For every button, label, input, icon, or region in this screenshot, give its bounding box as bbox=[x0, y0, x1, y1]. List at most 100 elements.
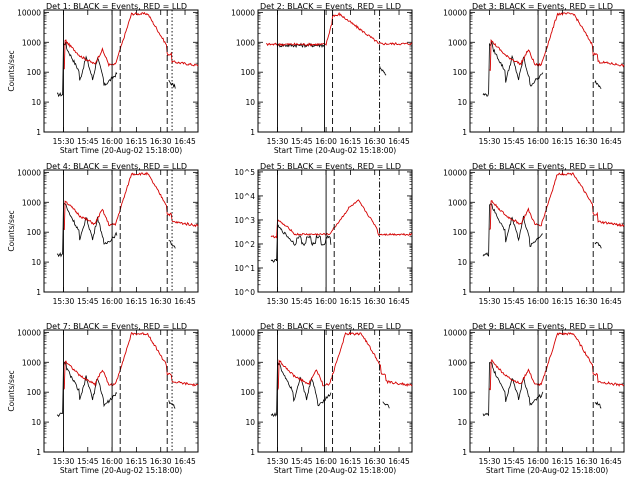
y-tick-label: 1000 bbox=[236, 358, 255, 367]
x-tick-label: 15:45 bbox=[503, 137, 525, 146]
y-tick-label: 1 bbox=[250, 128, 255, 137]
y-tick-label: 10000 bbox=[231, 328, 255, 337]
x-tick-label: 15:45 bbox=[291, 297, 313, 306]
detector-panel: Det 1: BLACK = Events, RED = LLD 1 10 100 10… bbox=[7, 2, 199, 155]
x-tick-label: 16:45 bbox=[600, 457, 622, 466]
series-lld-line bbox=[63, 171, 199, 231]
y-tick-label: 1 bbox=[462, 128, 467, 137]
x-tick-label: 16:00 bbox=[527, 137, 549, 146]
y-axis-label: Counts/sec bbox=[7, 370, 16, 411]
x-tick-label: 16:15 bbox=[552, 457, 574, 466]
detector-panel: Det 6: BLACK = Events, RED = LLD 1 10 100 10… bbox=[443, 162, 625, 306]
y-tick-label: 1 bbox=[250, 448, 255, 457]
y-tick-label: 1 bbox=[462, 288, 467, 297]
x-tick-label: 15:45 bbox=[291, 457, 313, 466]
y-tick-label: 10 bbox=[31, 418, 41, 427]
plot-frame bbox=[469, 9, 625, 133]
panel-title: Det 9: BLACK = Events, RED = LLD bbox=[472, 322, 613, 331]
x-tick-label: 15:30 bbox=[479, 457, 501, 466]
x-tick-label: 16:00 bbox=[101, 297, 123, 306]
x-tick-label: 16:45 bbox=[174, 137, 196, 146]
y-tick-label: 10^2 bbox=[234, 240, 255, 249]
x-tick-label: 15:30 bbox=[267, 137, 289, 146]
y-tick-label: 10 bbox=[31, 258, 41, 267]
panel-title: Det 8: BLACK = Events, RED = LLD bbox=[260, 322, 401, 331]
y-tick-label: 10 bbox=[457, 258, 467, 267]
y-tick-label: 10 bbox=[245, 418, 255, 427]
x-tick-label: 16:15 bbox=[126, 297, 148, 306]
x-tick-label: 16:45 bbox=[388, 297, 410, 306]
y-tick-label: 10000 bbox=[17, 168, 41, 177]
y-axis-label: Counts/sec bbox=[7, 210, 16, 251]
y-tick-label: 100 bbox=[453, 388, 468, 397]
detector-panel: Det 7: BLACK = Events, RED = LLD 1 10 100 10… bbox=[7, 322, 199, 475]
series-lld-line bbox=[277, 331, 413, 391]
series-lld-line bbox=[489, 171, 625, 230]
y-tick-label: 1000 bbox=[448, 38, 467, 47]
x-tick-label: 16:00 bbox=[527, 297, 549, 306]
x-axis-label: Start Time (20-Aug-02 15:18:00) bbox=[274, 146, 396, 155]
x-tick-label: 16:45 bbox=[600, 137, 622, 146]
x-tick-label: 16:00 bbox=[101, 137, 123, 146]
y-tick-label: 1 bbox=[462, 448, 467, 457]
detector-panel: Det 3: BLACK = Events, RED = LLD 1 10 100 10… bbox=[443, 2, 625, 146]
x-tick-label: 16:30 bbox=[150, 457, 172, 466]
x-tick-label: 16:30 bbox=[150, 297, 172, 306]
x-tick-label: 15:45 bbox=[503, 457, 525, 466]
x-tick-label: 15:45 bbox=[291, 137, 313, 146]
plot-frame bbox=[469, 169, 625, 293]
y-tick-label: 1 bbox=[36, 288, 41, 297]
plot-frame bbox=[257, 9, 413, 133]
y-tick-label: 1 bbox=[36, 448, 41, 457]
y-axis-label: Counts/sec bbox=[7, 50, 16, 91]
y-tick-label: 10 bbox=[31, 98, 41, 107]
y-tick-label: 10^1 bbox=[234, 264, 255, 273]
series-events-line bbox=[56, 203, 176, 258]
x-tick-label: 16:30 bbox=[364, 457, 386, 466]
x-tick-label: 16:15 bbox=[552, 137, 574, 146]
x-tick-label: 16:15 bbox=[340, 297, 362, 306]
plot-frame bbox=[43, 169, 199, 293]
panel-title: Det 1: BLACK = Events, RED = LLD bbox=[46, 2, 187, 11]
x-tick-label: 16:00 bbox=[315, 137, 337, 146]
x-tick-label: 15:30 bbox=[53, 137, 75, 146]
series-events-line bbox=[482, 40, 602, 97]
series-lld-line bbox=[63, 332, 198, 390]
x-axis-label: Start Time (20-Aug-02 15:18:00) bbox=[486, 466, 608, 475]
x-tick-label: 16:00 bbox=[315, 297, 337, 306]
plot-frame bbox=[257, 169, 413, 293]
y-tick-label: 1000 bbox=[22, 198, 41, 207]
x-tick-label: 16:15 bbox=[552, 297, 574, 306]
y-tick-label: 10 bbox=[457, 418, 467, 427]
y-tick-label: 1000 bbox=[448, 198, 467, 207]
series-events-line bbox=[277, 42, 387, 76]
panel-title: Det 2: BLACK = Events, RED = LLD bbox=[260, 2, 401, 11]
detector-panel: Det 8: BLACK = Events, RED = LLD 1 10 100 10… bbox=[231, 322, 413, 475]
x-tick-label: 15:30 bbox=[53, 297, 75, 306]
y-tick-label: 100 bbox=[453, 228, 468, 237]
x-tick-label: 16:45 bbox=[174, 457, 196, 466]
x-tick-label: 16:15 bbox=[126, 457, 148, 466]
x-tick-label: 15:30 bbox=[479, 137, 501, 146]
x-tick-label: 16:15 bbox=[126, 137, 148, 146]
series-events-line bbox=[56, 41, 176, 98]
y-tick-label: 1000 bbox=[236, 38, 255, 47]
y-tick-label: 100 bbox=[27, 68, 42, 77]
x-axis-label: Start Time (20-Aug-02 15:18:00) bbox=[60, 466, 182, 475]
detector-panel: Det 9: BLACK = Events, RED = LLD 1 10 100 10… bbox=[443, 322, 625, 475]
x-axis-label: Start Time (20-Aug-02 15:18:00) bbox=[274, 466, 396, 475]
plot-frame bbox=[469, 329, 625, 453]
detector-panel: Det 5: BLACK = Events, RED = LLD 10^0 10^1… bbox=[234, 162, 413, 306]
series-lld-line bbox=[63, 11, 199, 70]
series-events-line bbox=[482, 362, 602, 417]
x-tick-label: 16:30 bbox=[364, 297, 386, 306]
detector-panel: Det 2: BLACK = Events, RED = LLD 1 10 100 10… bbox=[231, 2, 413, 155]
panel-title: Det 6: BLACK = Events, RED = LLD bbox=[472, 162, 613, 171]
x-tick-label: 16:00 bbox=[101, 457, 123, 466]
x-tick-label: 16:45 bbox=[388, 457, 410, 466]
y-tick-label: 100 bbox=[241, 68, 256, 77]
x-tick-label: 16:45 bbox=[174, 297, 196, 306]
y-tick-label: 100 bbox=[27, 228, 42, 237]
